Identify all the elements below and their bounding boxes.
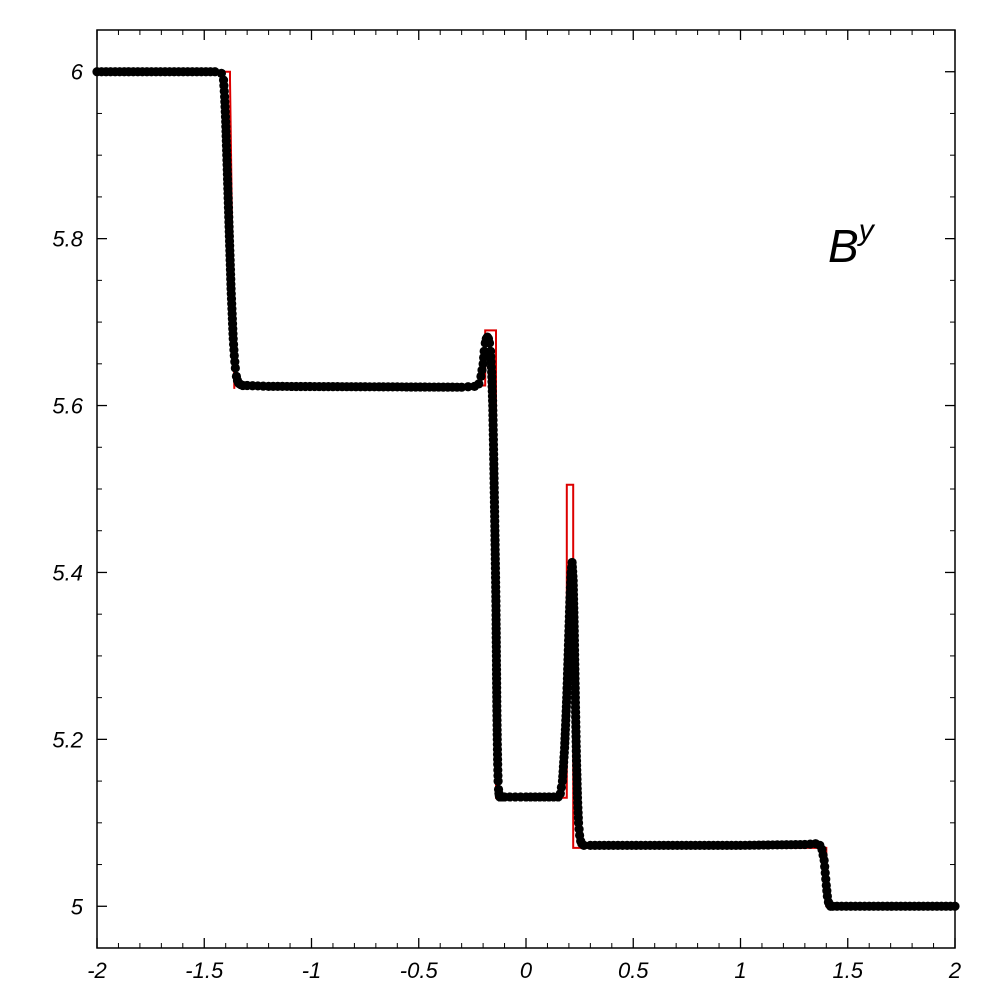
y-tick-label: 5.4 [52, 560, 83, 585]
x-tick-label: -1 [302, 958, 322, 983]
sample-points-series [92, 67, 960, 911]
x-tick-label: 1 [734, 958, 746, 983]
data-point [950, 901, 960, 911]
variable-superscript: y [857, 214, 876, 247]
data-point [479, 346, 489, 356]
variable-label: By [828, 214, 876, 272]
x-tick-label: 2 [948, 958, 961, 983]
x-tick-label: -1.5 [185, 958, 224, 983]
variable-base: B [828, 220, 859, 272]
data-point [579, 840, 589, 850]
y-tick-label: 5 [71, 894, 84, 919]
x-tick-labels: -2 -1.5 -1 -0.5 0 0.5 1 1.5 2 [87, 958, 961, 983]
data-point [484, 338, 495, 348]
x-tick-label: -0.5 [400, 958, 439, 983]
x-tick-label: 0.5 [618, 958, 649, 983]
y-tick-labels: 5 5.2 5.4 5.6 5.8 6 [52, 60, 83, 920]
axis-ticks [96, 29, 956, 949]
y-tick-label: 5.8 [52, 227, 83, 252]
y-tick-label: 6 [71, 60, 84, 85]
x-tick-label: 0 [520, 958, 533, 983]
y-tick-label: 5.2 [52, 727, 83, 752]
data-point [474, 379, 484, 389]
x-tick-label: -2 [87, 958, 107, 983]
y-tick-label: 5.6 [52, 394, 83, 419]
x-tick-label: 1.5 [832, 958, 863, 983]
data-point [230, 363, 240, 373]
data-point [493, 776, 503, 786]
